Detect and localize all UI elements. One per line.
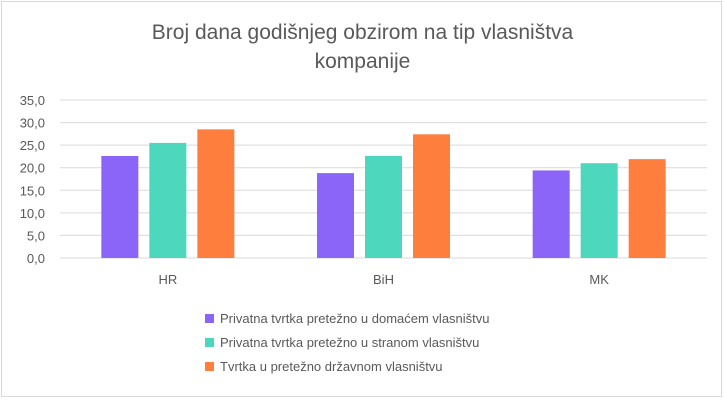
legend-item: Tvrtka u pretežno državnom vlasništvu [205,354,490,378]
y-tick-label: 15,0 [20,183,45,198]
legend-label: Tvrtka u pretežno državnom vlasništvu [220,358,443,374]
bar-BiH-1 [365,155,402,258]
y-tick-label: 30,0 [20,116,45,131]
legend-item: Privatna tvrtka pretežno u domaćem vlasn… [205,306,490,330]
bar-MK-1 [580,163,618,258]
y-tick-label: 5,0 [27,228,45,243]
x-tick-label: MK [589,272,609,287]
x-tick-label: HR [158,272,177,287]
x-tick-label: BiH [373,272,394,287]
legend-label: Privatna tvrtka pretežno u stranom vlasn… [220,334,480,350]
legend-item: Privatna tvrtka pretežno u stranom vlasn… [205,330,490,354]
bar-HR-1 [149,142,187,258]
bar-MK-0 [532,170,570,258]
plot-area: 0,0 5,0 10,0 15,0 20,0 25,0 30,0 35,0 HR BiH MK [20,93,707,287]
y-tick-label: 10,0 [20,206,45,221]
legend-label: Privatna tvrtka pretežno u domaćem vlasn… [220,310,490,326]
bar-BiH-0 [317,173,354,258]
y-tick-label: 20,0 [20,161,45,176]
legend: Privatna tvrtka pretežno u domaćem vlasn… [205,306,490,378]
bar-HR-0 [101,155,139,258]
y-tick-label: 35,0 [20,93,45,108]
chart-title-line-1: Broj dana godišnjeg obzirom na tip vlasn… [151,21,574,44]
bar-HR-2 [197,129,235,258]
legend-swatch [205,337,214,347]
bar-BiH-2 [413,134,450,258]
chart-title: Broj dana godišnjeg obzirom na tip vlasn… [0,18,725,76]
legend-swatch [205,361,214,371]
chart-title-line-2: kompanije [314,50,411,73]
legend-swatch [205,313,214,323]
y-tick-label: 0,0 [27,251,45,266]
y-tick-label: 25,0 [20,138,45,153]
bar-MK-2 [628,159,666,258]
